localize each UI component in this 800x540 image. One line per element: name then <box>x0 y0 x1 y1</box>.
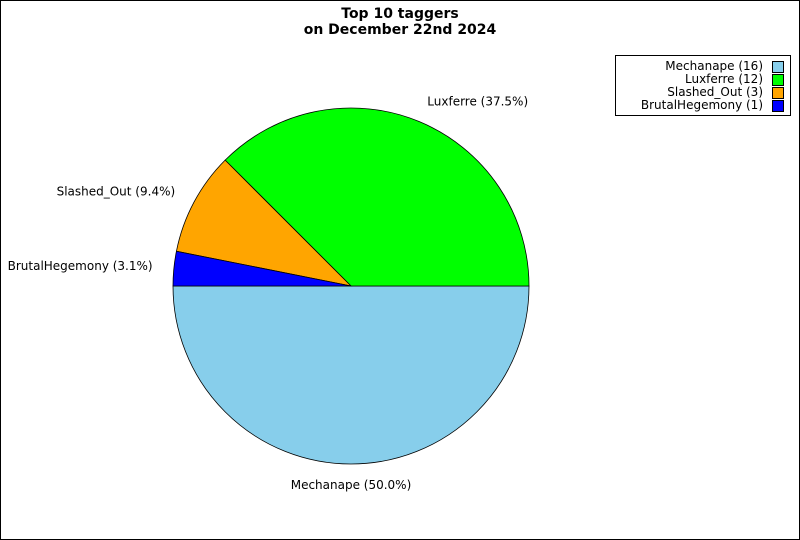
legend-item: Slashed_Out (3) <box>622 86 784 99</box>
legend-swatch <box>772 73 784 86</box>
legend-item: Mechanape (16) <box>622 60 784 73</box>
legend-label: Mechanape (16) <box>665 59 763 73</box>
chart-title: Top 10 taggers on December 22nd 2024 <box>1 6 799 38</box>
pie-slice-mechanape <box>172 285 530 465</box>
legend-swatch <box>772 86 784 99</box>
legend-swatch <box>772 99 784 112</box>
legend-item: Luxferre (12) <box>622 73 784 86</box>
legend-label: Luxferre (12) <box>684 72 763 86</box>
chart-title-line-2: on December 22nd 2024 <box>303 22 497 38</box>
chart-title-line-1: Top 10 taggers <box>341 6 459 22</box>
pie-slice-luxferre <box>224 107 530 287</box>
pie-slice-brutalhegemony <box>172 250 352 287</box>
pie-slice-label: BrutalHegemony (3.1%) <box>8 259 153 273</box>
pie-slice-label: Luxferre (37.5%) <box>427 94 528 108</box>
legend-swatch <box>772 60 784 73</box>
pie-slice-slashed-out <box>175 159 353 287</box>
legend: Mechanape (16) Luxferre (12) Slashed_Out… <box>615 55 791 116</box>
legend-label: Slashed_Out (3) <box>667 85 763 99</box>
legend-label: BrutalHegemony (1) <box>640 98 763 112</box>
pie-slice-label: Mechanape (50.0%) <box>291 478 412 492</box>
pie-slice-label: Slashed_Out (9.4%) <box>57 185 176 199</box>
legend-item: BrutalHegemony (1) <box>622 99 784 112</box>
